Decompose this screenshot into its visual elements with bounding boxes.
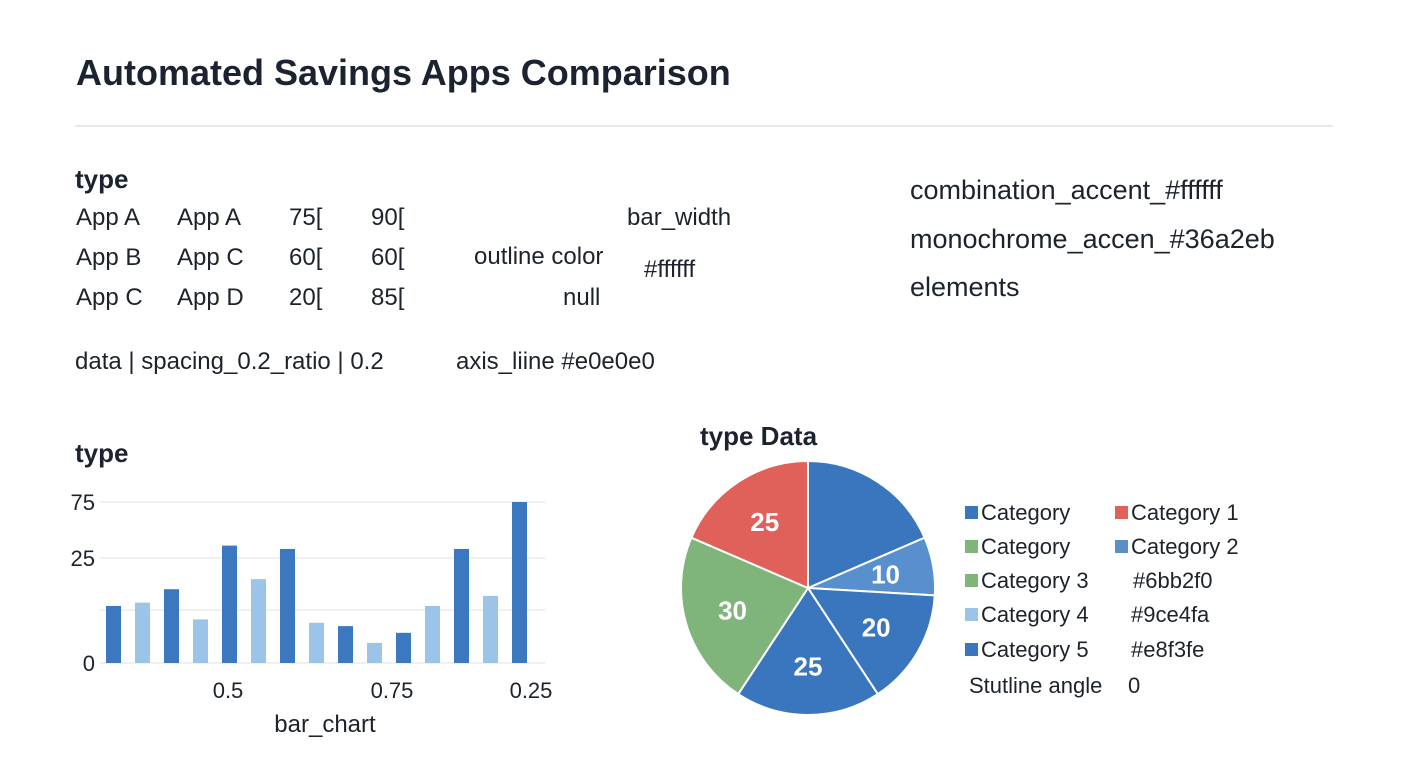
legend-swatch — [965, 608, 978, 621]
legend-color-code: #e8f3fe — [1131, 637, 1205, 662]
legend-swatch — [1115, 506, 1128, 519]
bar-chart: 0 25 75 0.5 0.75 0.25 bar_chart — [71, 490, 553, 738]
bar — [512, 502, 527, 663]
x-tick-label: 0.75 — [371, 678, 414, 703]
bar-width-label: bar_width — [627, 204, 732, 231]
legend-swatch — [965, 506, 978, 519]
spec-cell: App A — [177, 204, 242, 231]
legend-label: Category 4 — [981, 602, 1089, 627]
pie-slice-label: 25 — [794, 652, 823, 682]
accent-label: elements — [910, 272, 1020, 302]
legend-label: Category 2 — [1131, 534, 1239, 559]
legend-label: Category 5 — [981, 637, 1089, 662]
y-tick-label: 25 — [71, 546, 95, 571]
x-axis-label: bar_chart — [274, 711, 376, 738]
x-tick-label: 0.25 — [510, 678, 553, 703]
bar — [135, 602, 150, 663]
pie-chart: 10 20 25 30 25 — [680, 459, 936, 716]
pie-slice-label: 20 — [862, 612, 891, 642]
spec-cell: App B — [76, 244, 142, 271]
bar — [396, 632, 411, 663]
pie-slice-label: 25 — [750, 507, 779, 537]
pie-slice-label: 30 — [718, 596, 747, 626]
legend-color-code: #6bb2f0 — [1133, 568, 1213, 593]
accent-label: combination_accent_#ffffff — [910, 175, 1223, 205]
legend-swatch — [965, 574, 978, 587]
spec-cell: App C — [76, 284, 143, 311]
null-label: null — [563, 284, 601, 311]
spec-cell: 75[ — [289, 204, 323, 231]
legend-swatch — [965, 540, 978, 553]
spec-heading: type — [75, 164, 129, 194]
legend-swatch — [1115, 540, 1128, 553]
bar — [367, 642, 382, 663]
legend-footer-label: Stutline angle — [969, 673, 1103, 698]
spec-cell: App C — [177, 244, 244, 271]
bar — [454, 548, 469, 663]
legend-color-code: #9ce4fa — [1131, 602, 1210, 627]
data-line: data | spacing_0.2_ratio | 0.2 — [75, 348, 384, 375]
bar — [309, 622, 324, 663]
bar — [483, 595, 498, 663]
bar — [280, 548, 295, 663]
legend-label: Category 3 — [981, 568, 1089, 593]
legend-label: Category 1 — [1131, 500, 1239, 525]
bar — [425, 605, 440, 663]
outline-color-value: #ffffff — [644, 256, 696, 283]
x-tick-label: 0.5 — [213, 678, 244, 703]
y-tick-label: 75 — [71, 490, 95, 515]
bar — [222, 545, 237, 663]
spec-cell: 85[ — [371, 284, 405, 311]
legend-label: Category — [981, 500, 1071, 525]
bar-chart-title: type — [75, 438, 129, 468]
axis-line-label: axis_liine #e0e0e0 — [456, 348, 655, 375]
page-title: Automated Savings Apps Comparison — [76, 52, 731, 93]
pie-chart-title: type Data — [700, 421, 818, 451]
y-tick-label: 0 — [83, 651, 95, 676]
pie-slice — [736, 586, 880, 716]
spec-cell: App A — [76, 204, 141, 231]
outline-color-label: outline color — [474, 243, 604, 270]
spec-cell: 20[ — [289, 284, 323, 311]
title-divider — [75, 125, 1333, 127]
bar — [251, 579, 266, 663]
legend-swatch — [965, 643, 978, 656]
spec-cell: 60[ — [371, 244, 405, 271]
pie-slice — [806, 586, 936, 696]
bar — [193, 619, 208, 663]
legend-footer-value: 0 — [1128, 673, 1141, 698]
spec-cell: 90[ — [371, 204, 405, 231]
pie-slice-label: 10 — [871, 559, 900, 589]
bar — [106, 605, 121, 663]
spec-cell: 60[ — [289, 244, 323, 271]
spec-cell: App D — [177, 284, 244, 311]
bar — [164, 589, 179, 663]
pie-slice — [807, 459, 926, 590]
legend-label: Category — [981, 534, 1071, 559]
pie-slice — [690, 459, 809, 590]
pie-slice — [680, 536, 810, 696]
accent-label: monochrome_accen_#36a2eb — [910, 224, 1275, 254]
bar — [338, 626, 353, 663]
